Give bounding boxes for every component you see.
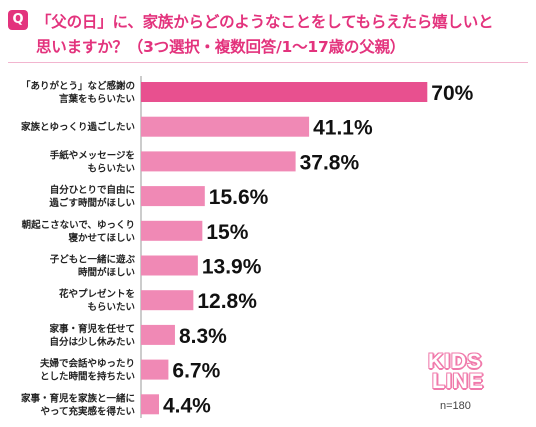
value-label-4: 15% — [206, 221, 248, 244]
value-label-8: 6.7% — [172, 360, 220, 383]
bar-0 — [141, 82, 428, 102]
question-badge: Q — [8, 10, 28, 30]
question-badge-letter: Q — [12, 12, 24, 27]
bar-5 — [141, 255, 198, 276]
value-label-5: 13.9% — [202, 256, 262, 279]
bar-2 — [141, 151, 296, 172]
value-label-9: 4.4% — [163, 394, 211, 417]
category-label-2: 手紙やメッセージをもらいたい — [50, 149, 135, 174]
bar-8 — [141, 359, 169, 380]
kids-line-logo: KIDS LINE — [418, 350, 498, 396]
value-label-3: 15.6% — [209, 186, 269, 209]
bar-9 — [141, 394, 159, 415]
category-label-1: 家族とゆっくり過ごしたい — [21, 121, 135, 133]
category-label-4: 朝起こさないで、ゆっくり寝かせてほしい — [22, 219, 135, 244]
value-label-2: 37.8% — [300, 151, 360, 174]
bar-6 — [141, 290, 194, 311]
chart-title-line-1: 「父の日」に、家族からどのようなことをしてもらえたら嬉しいと — [36, 13, 494, 31]
bar-3 — [141, 186, 205, 207]
category-label-3: 自分ひとりで自由に過ごす時間がほしい — [48, 184, 135, 209]
value-label-6: 12.8% — [197, 290, 257, 313]
value-label-0: 70% — [431, 82, 473, 105]
category-label-6: 花やプレゼントをもらいたい — [59, 288, 135, 313]
bar-1 — [141, 116, 310, 137]
bar-4 — [141, 220, 203, 241]
sample-size-label: n=180 — [440, 400, 471, 412]
category-label-7: 家事・育児を任せて自分は少し休みたい — [49, 323, 135, 348]
bar-7 — [141, 324, 175, 345]
logo-text-line1: KIDS — [428, 350, 483, 373]
chart-title-line-2: 思いますか？（3つ選択・複数回答/1～17歳の父親） — [36, 38, 406, 56]
category-label-8: 夫婦で会話やゆったりとした時間を持ちたい — [39, 358, 135, 383]
title-divider — [8, 62, 528, 63]
category-label-9: 家事・育児を家族と一緒にやって充実感を得たい — [21, 392, 135, 417]
category-label-5: 子どもと一緒に遊ぶ時間がほしい — [50, 254, 136, 279]
value-label-1: 41.1% — [313, 117, 373, 140]
value-label-7: 8.3% — [179, 325, 227, 348]
logo-text-line2: LINE — [432, 370, 484, 393]
category-label-0: 「ありがとう」など感謝の言葉をもらいたい — [21, 80, 135, 105]
